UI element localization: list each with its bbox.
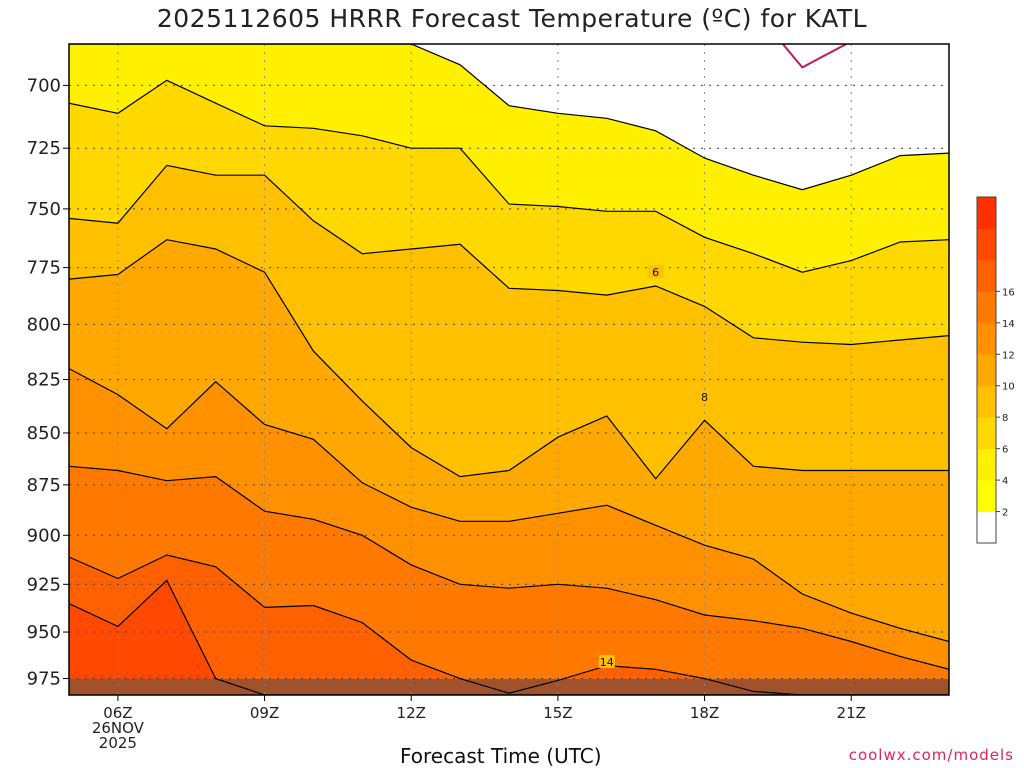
isotherm-2 [69,44,949,191]
y-tick-label: 825 [27,370,61,391]
colorbar-swatch [977,291,996,324]
y-tick-label: 800 [27,314,61,335]
colorbar-swatch [977,385,996,418]
y-tick-label: 750 [27,199,61,220]
x-axis-label: Forecast Time (UTC) [400,744,602,768]
colorbar-tick-label: 4 [1002,476,1008,487]
y-tick-label: 900 [27,525,61,546]
isotherm-layer [69,44,949,695]
x-tick-label: 06Z [103,704,132,722]
colorbar-swatch [977,228,996,261]
contour-label: 6 [652,266,659,279]
x-tick-label: 12Z [397,704,426,722]
isotherm-14 [69,554,949,695]
colorbar-swatch [977,354,996,387]
plot-frame [68,43,950,696]
x-tick-label: 26NOV [92,719,145,737]
colorbar-tick-label: 8 [1002,413,1008,424]
colorbar-swatch [977,322,996,355]
isotherm-12 [69,465,949,670]
contour-label-bg [696,389,713,403]
colorbar-tick-label: 14 [1002,319,1015,330]
y-tick-label: 950 [27,622,61,643]
colorbar-swatch [977,511,996,544]
contour-label-bg [598,654,615,668]
x-tick-label: 18Z [690,704,719,722]
colorbar-tick-label: 10 [1002,382,1015,393]
y-tick-label: 700 [27,75,61,96]
colorbar-tick-label: 2 [1002,508,1008,519]
temperature-fill-layer [69,44,949,695]
x-tick-label: 21Z [837,704,866,722]
credit-link[interactable]: coolwx.com/models [848,746,1014,764]
colorbar-tick-label: 12 [1002,350,1015,361]
x-tick-label: 09Z [250,704,279,722]
chart-title: 2025112605 HRRR Forecast Temperature (ºC… [156,4,868,33]
x-tick-label: 2025 [99,734,137,752]
contour-label-layer: 6 8 14 [598,265,713,669]
isotherm-8 [69,239,949,480]
band-fill-14 [69,555,949,695]
isotherm-10 [69,368,949,643]
y-tick-label: 725 [27,138,61,159]
colorbar-tick-label: 16 [1002,287,1015,298]
colorbar-swatch [977,417,996,450]
ground-surface [69,679,949,695]
contour-label-bg [647,265,664,279]
colorbar-frame [976,196,997,544]
y-tick-label: 925 [27,574,61,595]
y-axis: 700 725 750 775 800 825 850 875 900 925 950 975 [27,75,69,690]
colorbar-swatch [977,197,996,229]
isotherm-4 [69,79,949,273]
y-tick-label: 875 [27,475,61,496]
colorbar: 2 4 6 8 10 12 14 16 [976,196,1015,544]
isotherm-16 [69,579,949,695]
colorbar-tick-label: 6 [1002,445,1008,456]
contour-label: 14 [600,656,614,669]
colorbar-swatch [977,448,996,481]
isotherm-6 [69,164,949,346]
y-tick-label: 975 [27,669,61,690]
contour-label: 8 [701,391,708,404]
x-tick-label: 15Z [543,704,572,722]
isotherm-freezing [782,44,847,69]
colorbar-swatch [977,480,996,513]
y-tick-label: 850 [27,423,61,444]
y-tick-label: 775 [27,258,61,279]
colorbar-swatch [977,259,996,292]
grid-layer [69,44,949,695]
